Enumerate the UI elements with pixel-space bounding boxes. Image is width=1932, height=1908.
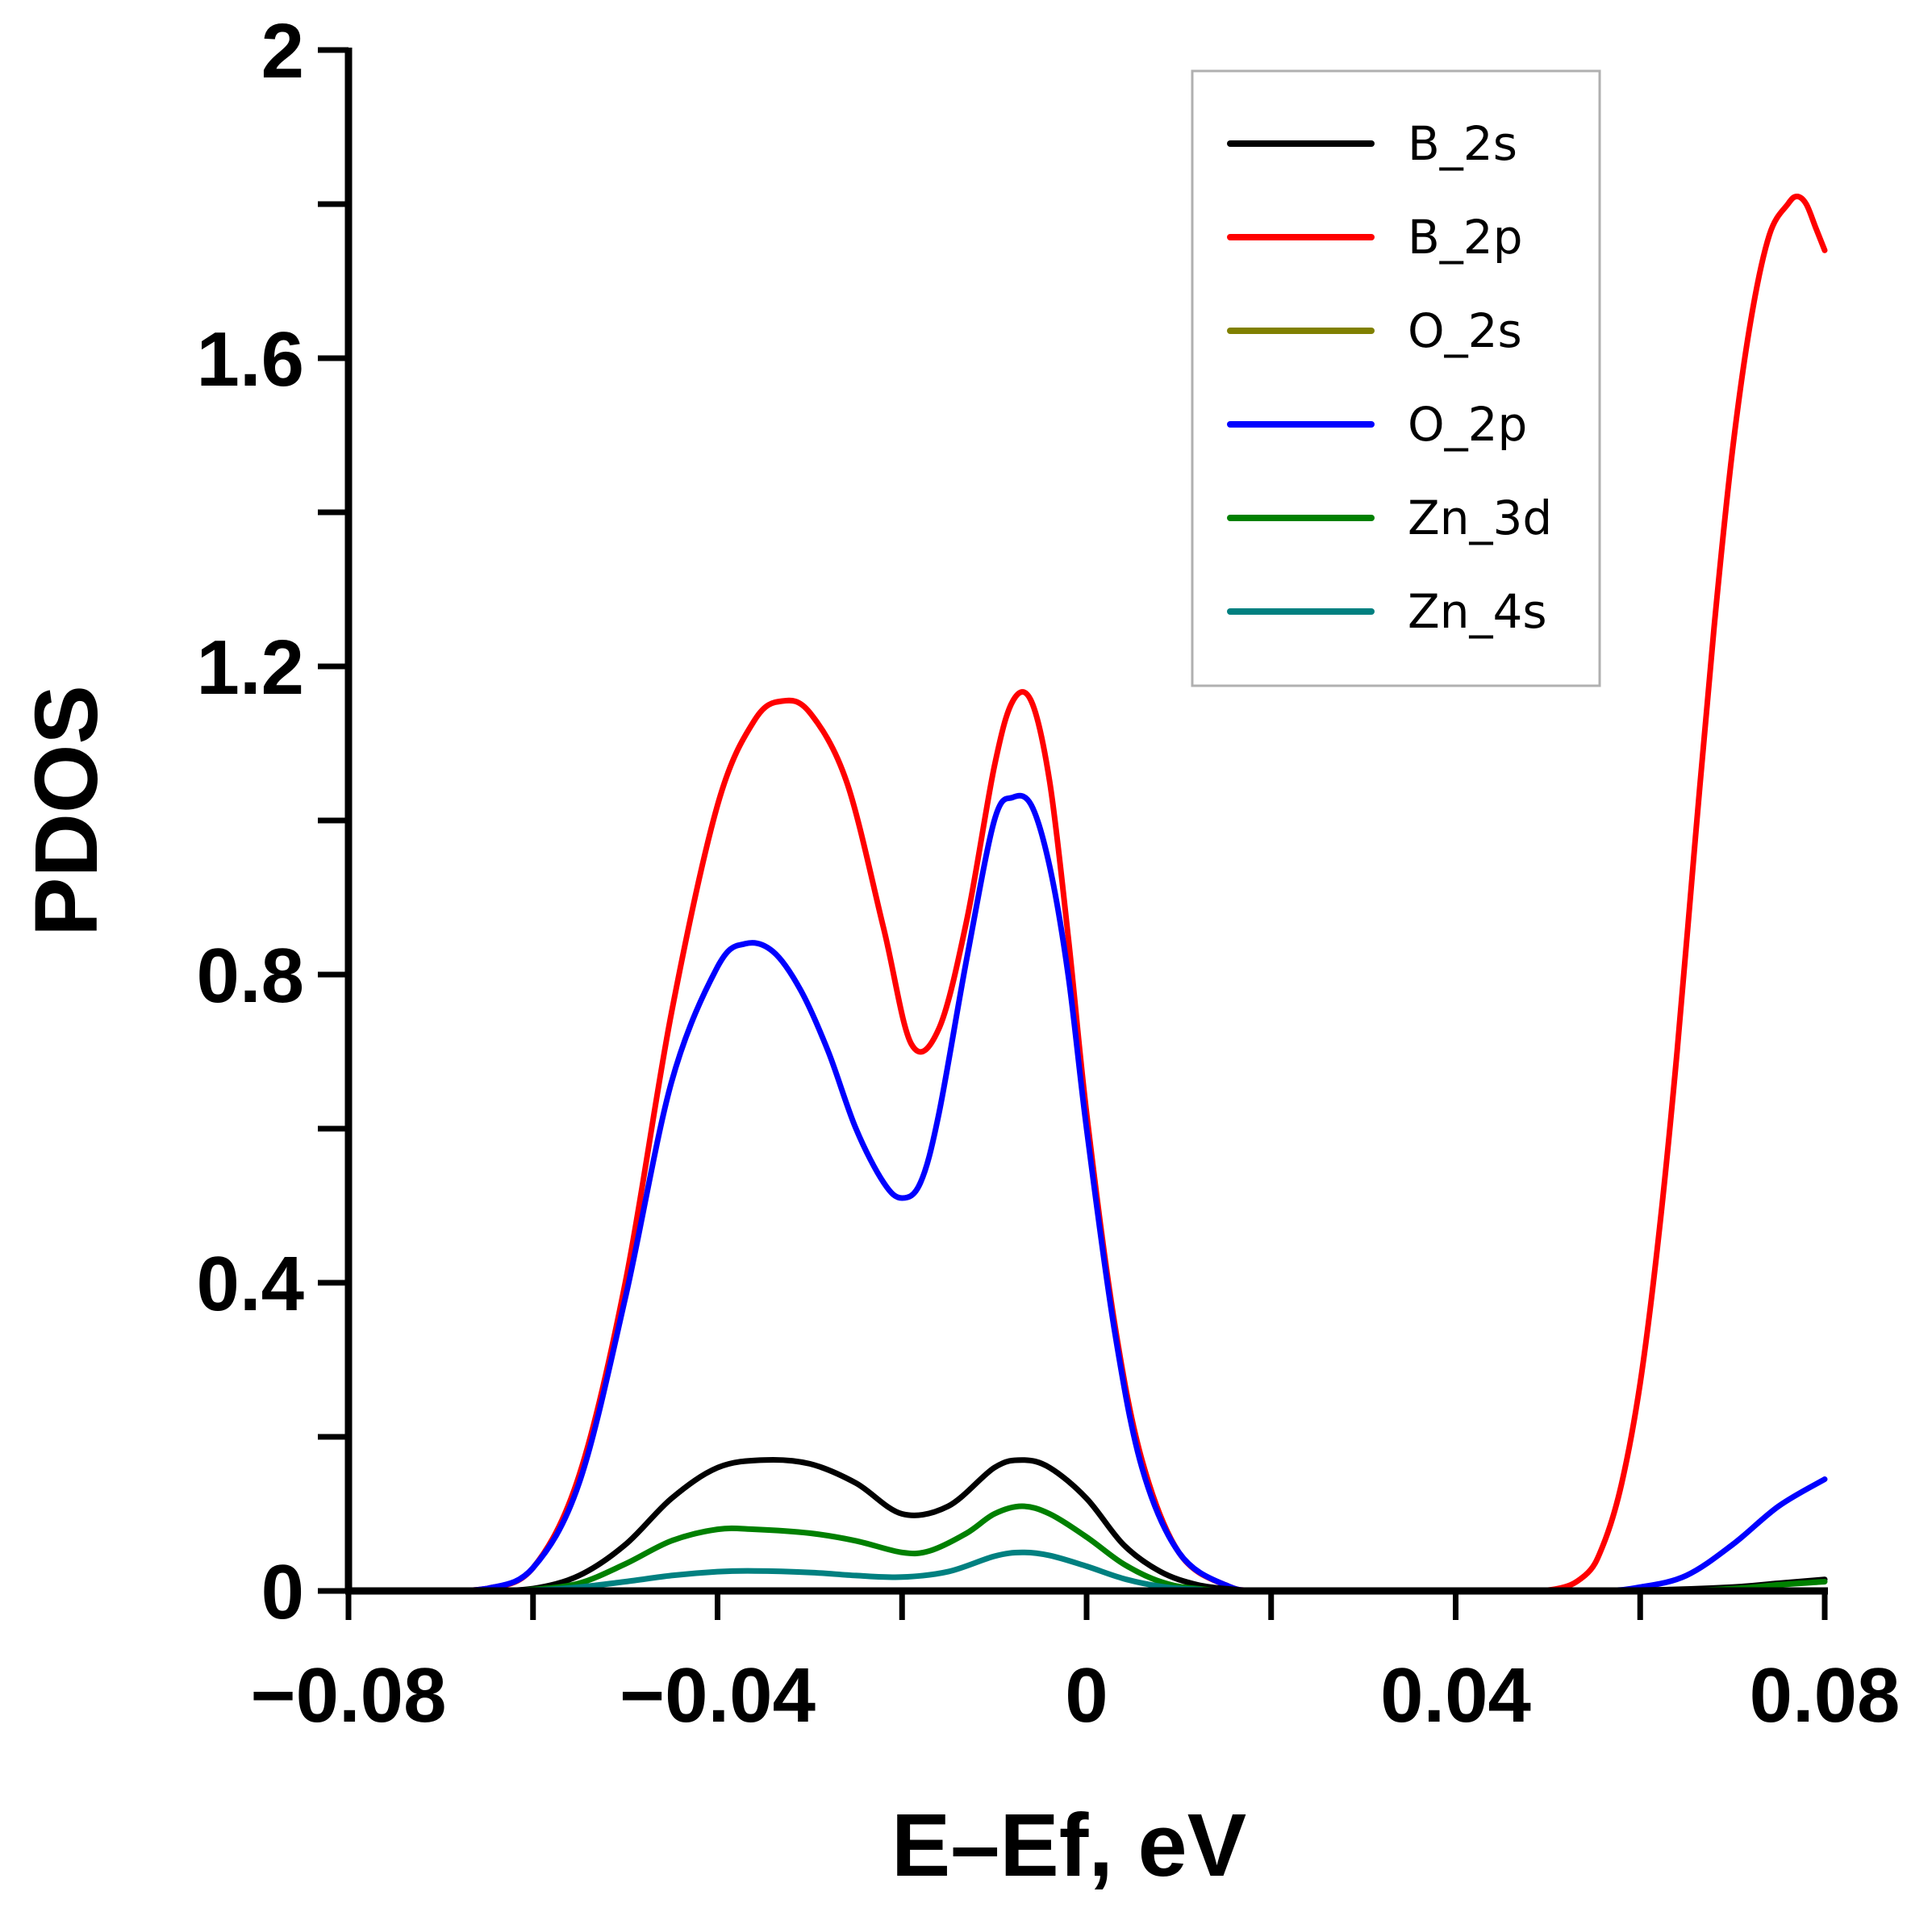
legend-label: Zn_4s <box>1408 584 1547 639</box>
x-tick-label: −0.08 <box>251 1652 447 1739</box>
legend: B_2s B_2p O_2s O_2p Zn_3d Zn_4s <box>1191 69 1601 687</box>
y-tick-label: 1.2 <box>197 624 304 711</box>
axes-layer: 0 0.4 0.8 1.2 1.6 2 −0.08 −0.04 0 0.04 0.08 <box>197 8 1901 1739</box>
legend-label: O_2p <box>1408 397 1527 452</box>
x-axis-title: E–Ef, eV <box>891 1796 1246 1895</box>
series-line-b-2s <box>345 1456 1828 1594</box>
series-layer <box>345 194 1828 1594</box>
x-tick-label: 0.08 <box>1750 1652 1901 1739</box>
x-tick-label: 0.04 <box>1380 1652 1531 1739</box>
y-tick-label: 0.8 <box>197 933 304 1019</box>
legend-box <box>1191 69 1601 687</box>
legend-label: O_2s <box>1408 303 1522 358</box>
y-tick-label: 2 <box>261 8 304 94</box>
legend-label: Zn_3d <box>1408 491 1552 545</box>
series-line-o-2p <box>345 792 1828 1594</box>
x-tick-label: 0 <box>1065 1652 1108 1739</box>
series-line-b-2p <box>345 194 1828 1594</box>
legend-label: B_2p <box>1408 210 1523 265</box>
y-tick-label: 0 <box>261 1549 304 1635</box>
series-line-zn-4s <box>345 1549 1828 1594</box>
y-axis-title: PDOS <box>17 685 116 937</box>
y-tick-label: 1.6 <box>197 316 304 403</box>
legend-label: B_2s <box>1408 116 1517 171</box>
y-tick-label: 0.4 <box>197 1241 304 1327</box>
x-tick-label: −0.04 <box>620 1652 816 1739</box>
